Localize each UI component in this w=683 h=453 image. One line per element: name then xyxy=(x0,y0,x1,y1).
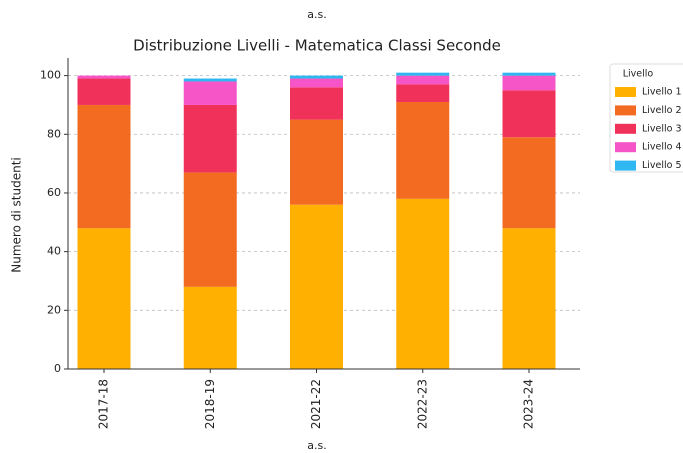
axes: 0 20 40 60 80 100 2017-18 2018-19 2021-22 2022-23… xyxy=(40,58,580,429)
legend: Livello Livello 1 Livello 2 Livello 3 Livell… xyxy=(609,63,683,173)
y-tick-label: 20 xyxy=(47,303,61,316)
bar-segment xyxy=(183,104,237,173)
legend-label: Livello 2 xyxy=(642,105,682,116)
bar-segment xyxy=(396,102,450,199)
bar-segment xyxy=(396,84,450,103)
x-tick-label: 2023-24 xyxy=(522,379,536,429)
legend-swatch xyxy=(615,123,636,134)
legend-label: Livello 3 xyxy=(642,123,682,134)
y-tick-label: 100 xyxy=(40,69,61,82)
bar-segment xyxy=(77,104,131,229)
bar-segment xyxy=(290,87,343,120)
bar-segment xyxy=(77,75,131,79)
bar-segment xyxy=(502,75,556,91)
legend-swatch xyxy=(615,142,636,153)
x-tick-label: 2017-18 xyxy=(97,379,111,429)
bar-segment xyxy=(290,75,343,79)
y-axis-label: Numero di studenti xyxy=(10,157,24,272)
legend-swatch xyxy=(615,160,636,171)
x-tick-label: 2022-23 xyxy=(415,379,429,429)
bar-segment xyxy=(502,72,556,76)
legend-label: Livello 5 xyxy=(642,160,682,171)
y-tick-label: 80 xyxy=(47,127,61,140)
bar-segment xyxy=(77,78,131,105)
legend-swatch xyxy=(615,87,636,97)
bar-segment xyxy=(502,137,556,229)
bar-segment xyxy=(183,286,237,369)
caption: a.s. xyxy=(307,8,326,21)
x-axis-label: a.s. xyxy=(307,439,326,452)
bar-segment xyxy=(290,204,343,369)
legend-label: Livello 4 xyxy=(642,142,682,153)
bar-segment xyxy=(183,172,237,287)
x-tick-label: 2018-19 xyxy=(203,379,217,429)
y-tick-label: 40 xyxy=(47,245,61,258)
legend-swatch xyxy=(615,105,636,116)
bar-segment xyxy=(502,90,556,138)
bar-segment xyxy=(502,228,556,369)
bar-segment xyxy=(290,119,343,205)
y-tick-label: 60 xyxy=(47,186,61,199)
legend-frame xyxy=(609,63,683,173)
bar-segment xyxy=(290,78,343,88)
legend-label: Livello 1 xyxy=(642,87,682,98)
bar-segment xyxy=(77,228,131,369)
legend-title: Livello xyxy=(623,69,654,80)
bar-segment xyxy=(183,81,237,105)
bar-segment xyxy=(396,198,450,369)
y-tick-label: 0 xyxy=(54,362,61,375)
bar-segment xyxy=(183,78,237,82)
chart-title: Distribuzione Livelli - Matematica Class… xyxy=(133,37,501,55)
bar-segment xyxy=(396,72,450,76)
bars xyxy=(77,72,556,369)
bar-segment xyxy=(396,75,450,85)
x-tick-label: 2021-22 xyxy=(309,379,323,429)
